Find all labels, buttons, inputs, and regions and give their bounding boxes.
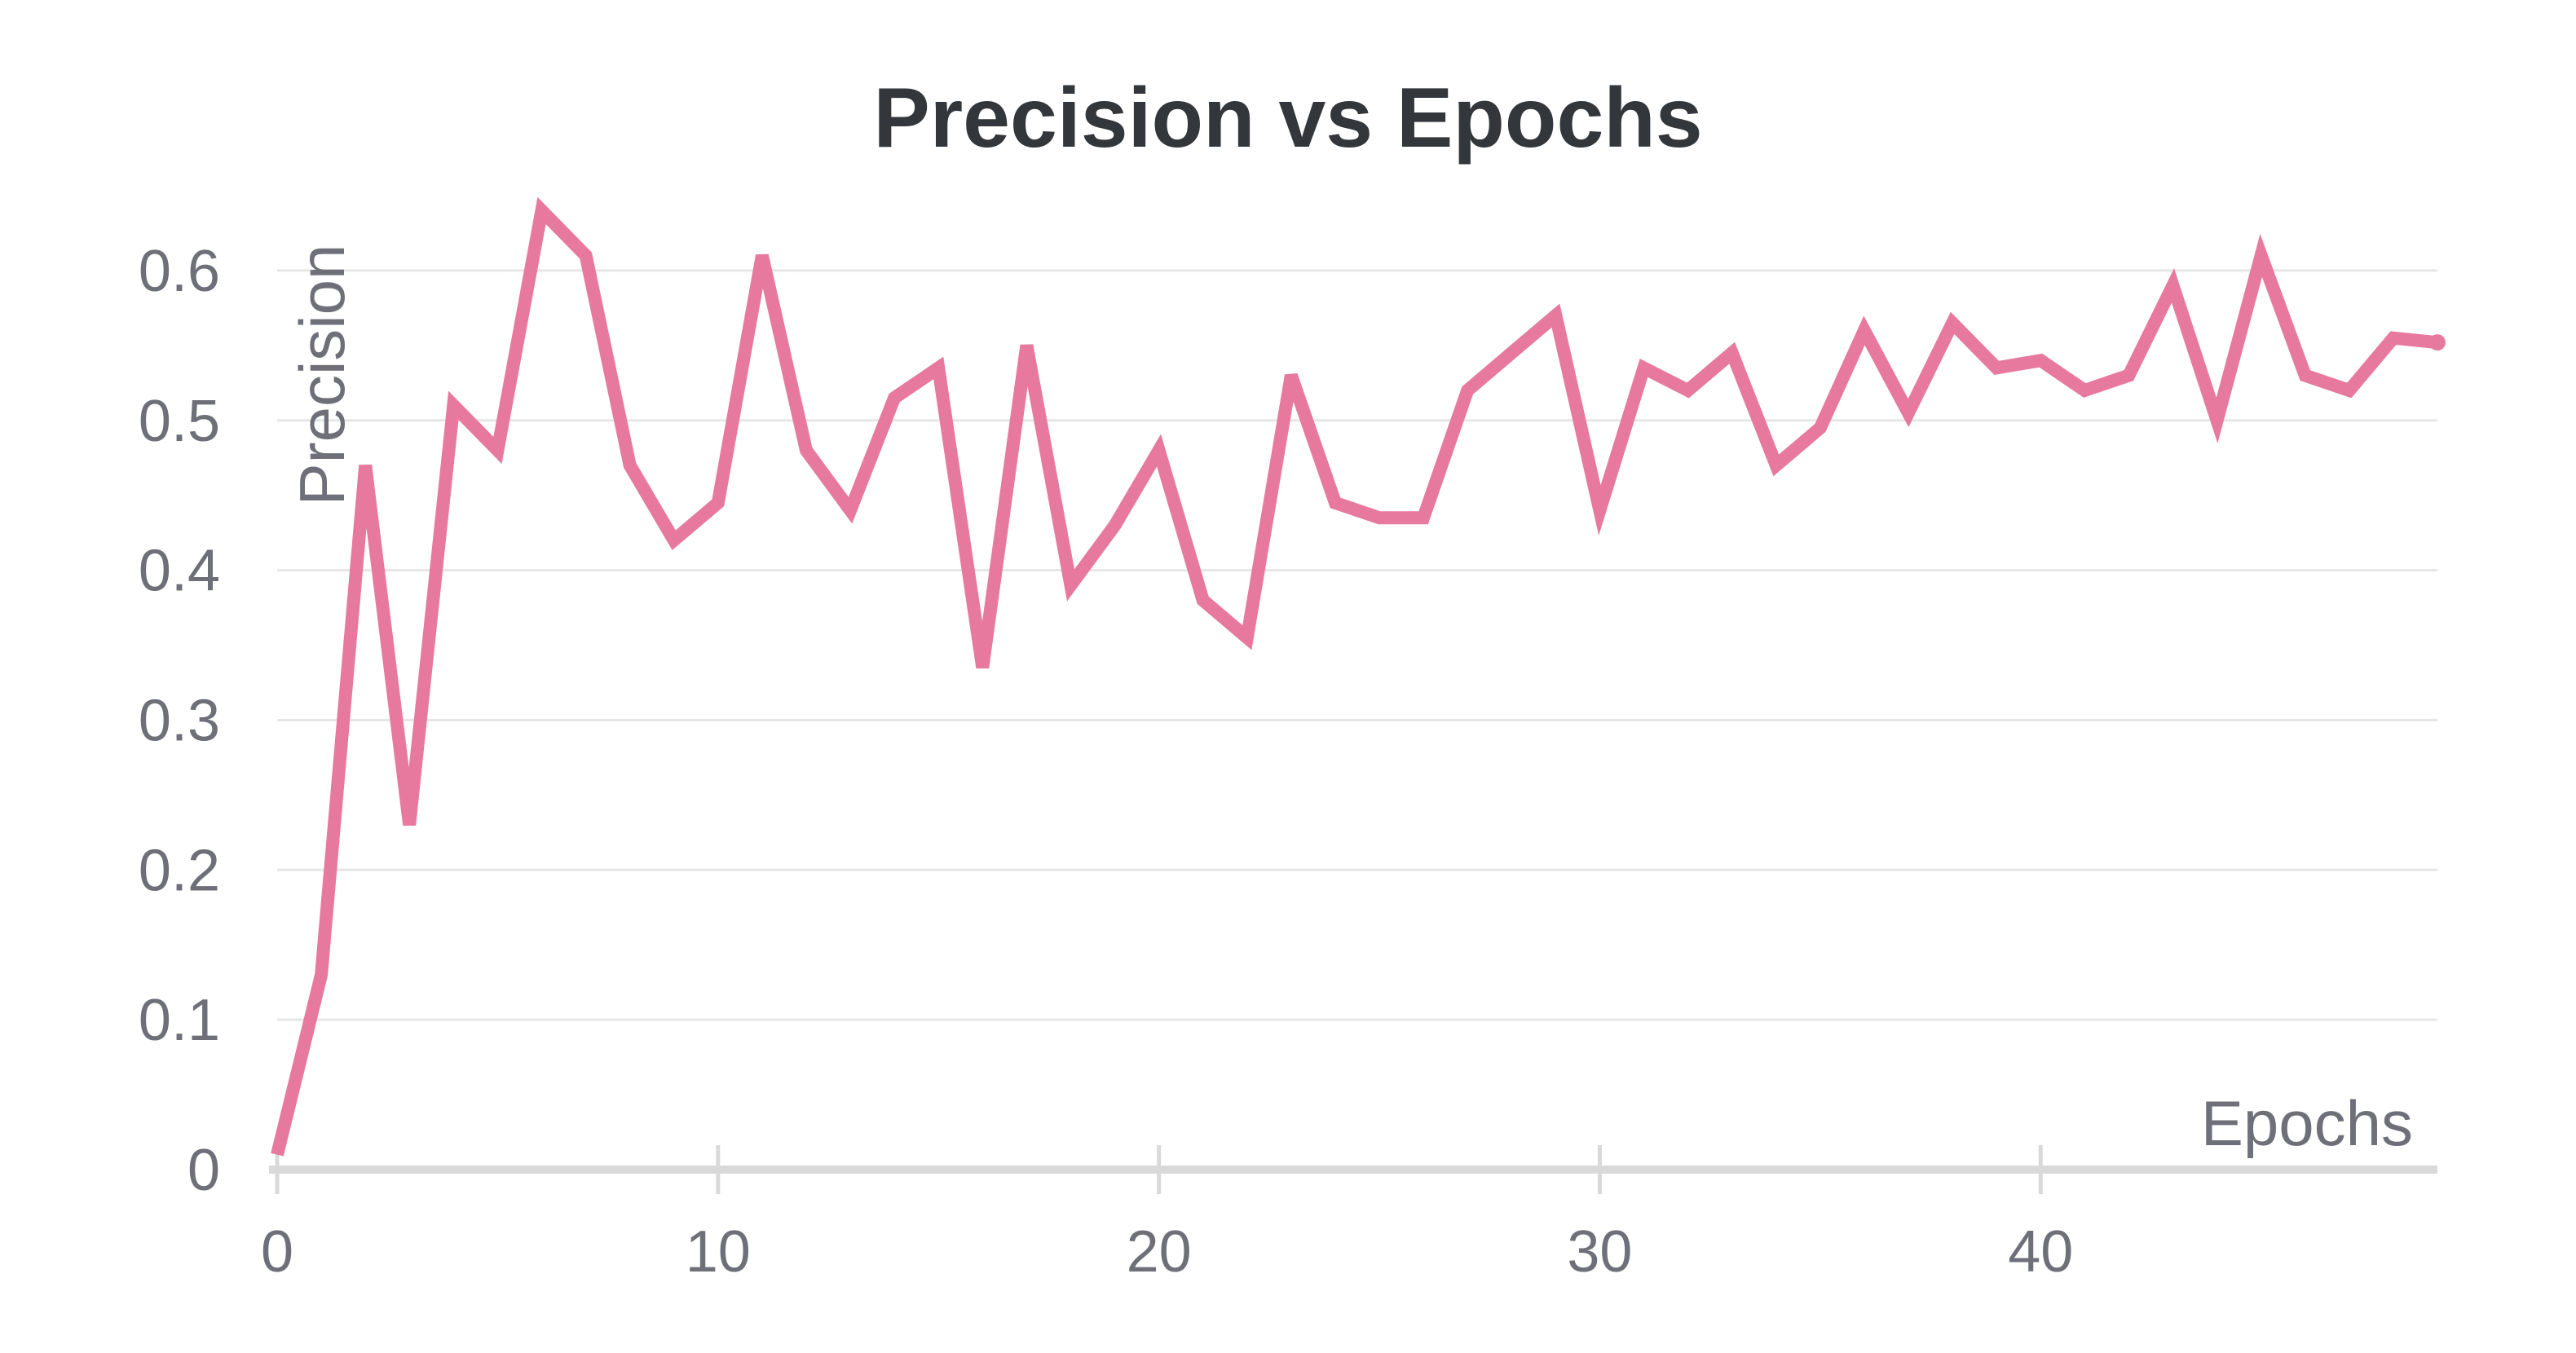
- x-tick-label: 0: [261, 1219, 293, 1285]
- y-tick-label: 0.1: [139, 988, 220, 1053]
- x-tick-label: 20: [1127, 1219, 1192, 1285]
- y-tick-label: 0.2: [139, 838, 220, 903]
- last-point-marker: [2429, 334, 2446, 351]
- precision-line: [271, 196, 2438, 1157]
- y-axis: 0 0.1 0.2 0.3 0.4 0.5 0.6: [139, 239, 220, 1203]
- y-tick-label: 0: [187, 1138, 220, 1203]
- series-group: [271, 196, 2446, 1157]
- x-axis-label: Epochs: [2201, 1087, 2413, 1159]
- y-axis-label: Precision: [286, 245, 358, 506]
- x-tick-label: 10: [686, 1219, 751, 1285]
- y-tick-label: 0.5: [139, 389, 220, 454]
- chart-title: Precision vs Epochs: [873, 71, 1702, 165]
- x-axis: 0 10 20 30 40: [261, 1145, 2437, 1285]
- gridlines: [277, 269, 2437, 1021]
- x-tick-label: 30: [1567, 1219, 1632, 1285]
- y-tick-label: 0.6: [139, 239, 220, 304]
- y-tick-label: 0.4: [139, 539, 220, 604]
- x-tick-label: 40: [2008, 1219, 2073, 1285]
- y-tick-label: 0.3: [139, 688, 220, 753]
